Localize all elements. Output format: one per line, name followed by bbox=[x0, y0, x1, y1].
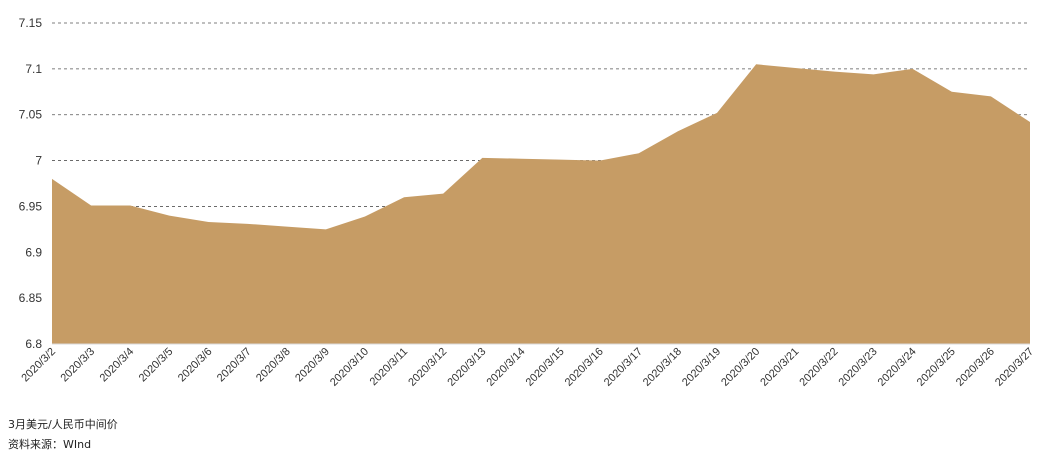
y-tick-label: 6.8 bbox=[25, 337, 42, 351]
y-tick-label: 7.05 bbox=[19, 108, 43, 122]
x-tick-label: 2020/3/14 bbox=[484, 346, 527, 389]
x-tick-label: 2020/3/25 bbox=[915, 346, 958, 389]
x-axis: 2020/3/2 2020/3/3 2020/3/4 2020/3/5 2020/3/6… bbox=[19, 343, 1036, 389]
x-tick-label: 2020/3/23 bbox=[837, 346, 880, 389]
x-tick-label: 2020/3/27 bbox=[993, 346, 1036, 389]
y-tick-label: 6.95 bbox=[19, 199, 43, 213]
x-tick-label: 2020/3/19 bbox=[680, 346, 723, 389]
x-tick-label: 2020/3/20 bbox=[719, 346, 762, 389]
y-tick-label: 7 bbox=[35, 154, 42, 168]
y-tick-label: 7.15 bbox=[19, 16, 43, 30]
x-tick-label: 2020/3/2 bbox=[19, 346, 58, 385]
x-tick-label: 2020/3/16 bbox=[563, 346, 606, 389]
x-tick-label: 2020/3/6 bbox=[176, 346, 215, 385]
x-tick-label: 2020/3/11 bbox=[368, 346, 411, 389]
x-tick-label: 2020/3/24 bbox=[876, 346, 919, 389]
y-tick-label: 6.85 bbox=[19, 291, 43, 305]
x-tick-label: 2020/3/26 bbox=[954, 346, 997, 389]
y-tick-label: 6.9 bbox=[25, 245, 42, 259]
x-tick-label: 2020/3/12 bbox=[406, 346, 449, 389]
x-tick-label: 2020/3/8 bbox=[254, 346, 293, 385]
x-tick-label: 2020/3/7 bbox=[215, 346, 254, 385]
x-tick-label: 2020/3/5 bbox=[137, 346, 176, 385]
x-tick-label: 2020/3/10 bbox=[328, 346, 371, 389]
x-tick-label: 2020/3/22 bbox=[797, 346, 840, 389]
y-tick-label: 7.1 bbox=[25, 62, 42, 76]
x-tick-label: 2020/3/3 bbox=[58, 346, 97, 385]
x-tick-label: 2020/3/4 bbox=[98, 346, 137, 385]
series-area bbox=[52, 64, 1030, 345]
x-tick-label: 2020/3/21 bbox=[758, 346, 801, 389]
source-note: 资料来源：WInd bbox=[8, 438, 92, 451]
x-tick-label: 2020/3/18 bbox=[641, 346, 684, 389]
x-tick-label: 2020/3/9 bbox=[293, 346, 332, 385]
y-axis: 7.15 7.1 7.05 7 6.95 6.9 6.85 6.8 bbox=[19, 16, 43, 351]
x-tick-label: 2020/3/17 bbox=[602, 346, 645, 389]
chart-caption: 3月美元/人民币中间价 bbox=[8, 418, 118, 431]
x-tick-label: 2020/3/13 bbox=[445, 346, 488, 389]
x-tick-label: 2020/3/15 bbox=[524, 346, 567, 389]
area-fill bbox=[52, 64, 1030, 345]
